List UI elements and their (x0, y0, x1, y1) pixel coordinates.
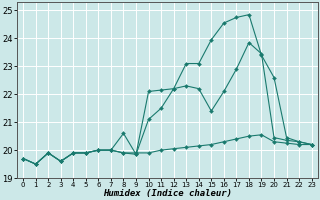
X-axis label: Humidex (Indice chaleur): Humidex (Indice chaleur) (103, 189, 232, 198)
